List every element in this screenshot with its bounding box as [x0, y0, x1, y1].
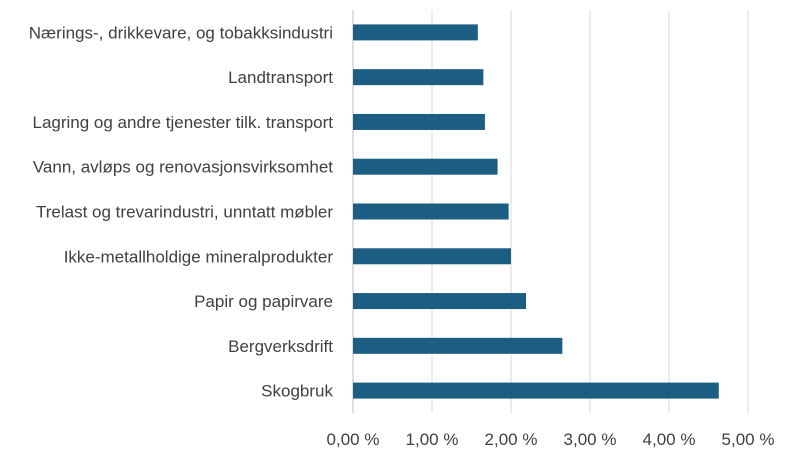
x-tick-labels: 0,00 % 1,00 % 2,00 % 3,00 % 4,00 % 5,00 % [327, 430, 775, 449]
bar [353, 382, 719, 399]
x-tick-label: 1,00 % [406, 430, 459, 449]
bar [353, 337, 563, 354]
bar [353, 113, 485, 130]
category-label: Papir og papirvare [194, 292, 333, 311]
bar [353, 158, 498, 175]
x-tick-label: 3,00 % [564, 430, 617, 449]
bar [353, 24, 478, 41]
category-label: Vann, avløps og renovasjonsvirksomhet [33, 158, 333, 177]
x-tick-label: 4,00 % [643, 430, 696, 449]
category-label: Landtransport [228, 68, 333, 87]
category-label: Næ­rings-, drikkevare, og tobakksindustr… [29, 23, 333, 42]
x-tick-label: 5,00 % [722, 430, 775, 449]
x-tick-label: 2,00 % [485, 430, 538, 449]
bar [353, 203, 509, 220]
category-label: Trelast og trevarindustri, unntatt møble… [36, 203, 333, 222]
bars [353, 24, 719, 399]
category-label: Skogbruk [261, 382, 333, 401]
category-label: Lagring og andre tjenester tilk. transpo… [32, 113, 333, 132]
bar [353, 248, 511, 265]
bar [353, 293, 527, 310]
category-labels: Næ­rings-, drikkevare, og tobakksindustr… [29, 23, 334, 400]
category-label: Ikke-metallholdige mineralprodukter [64, 247, 334, 266]
x-tick-label: 0,00 % [327, 430, 380, 449]
category-label: Bergverksdrift [228, 337, 333, 356]
bar [353, 69, 484, 86]
